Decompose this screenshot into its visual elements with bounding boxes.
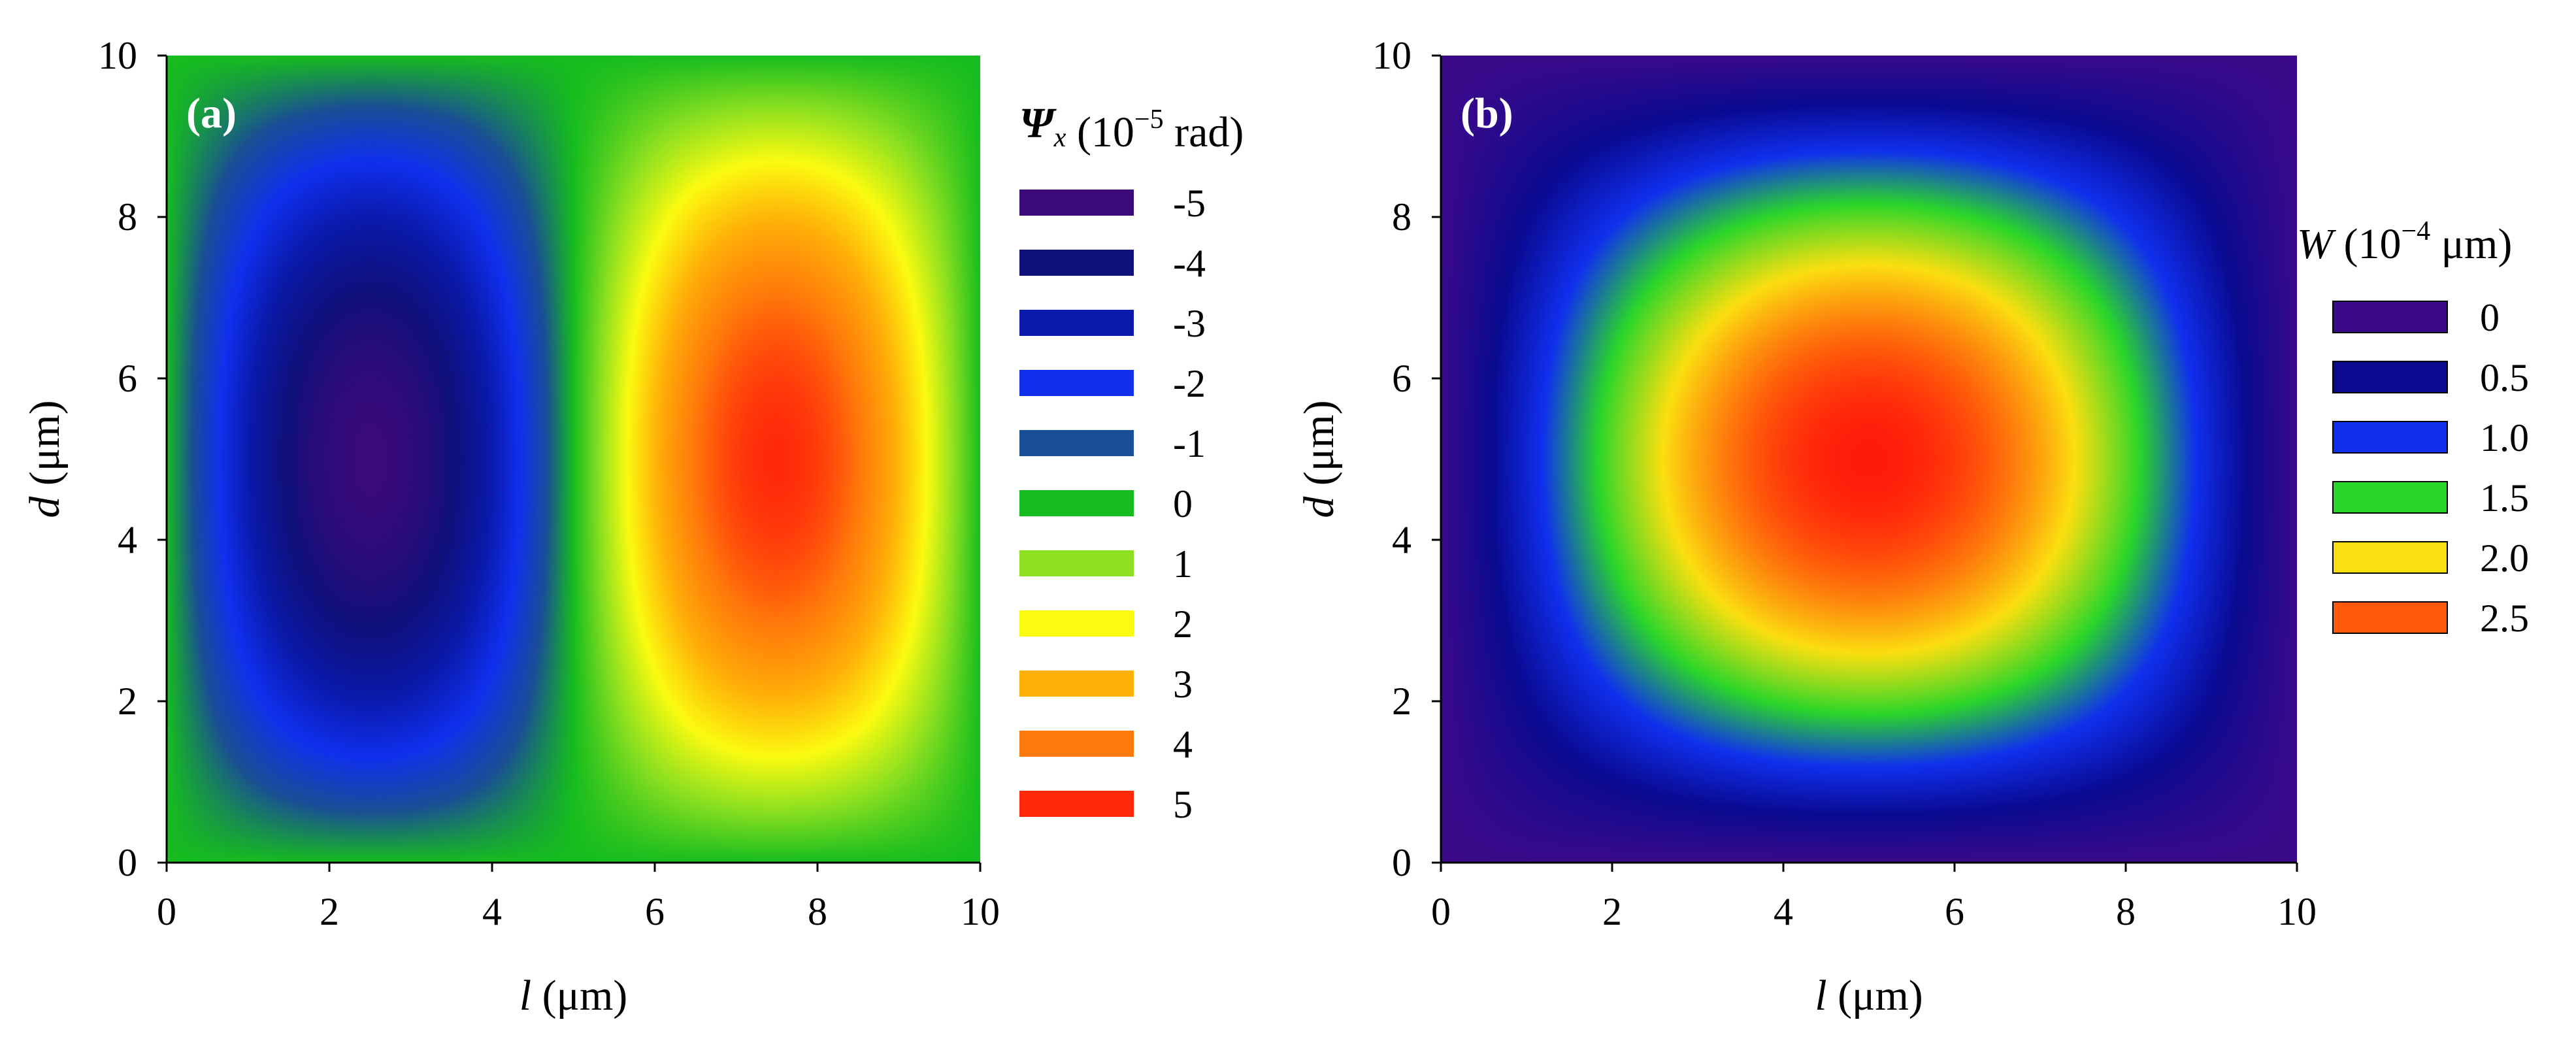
panel-label: (b): [1461, 90, 1513, 137]
legend-title: W (10−4 μm): [2297, 216, 2512, 268]
x-tick-label: 2: [1602, 890, 1622, 933]
y-tick-label: 0: [118, 841, 137, 884]
legend-label: 1: [1173, 542, 1193, 586]
legend-label: 0.5: [2480, 356, 2529, 399]
legend-label: -5: [1173, 182, 1206, 225]
legend-label: 5: [1173, 783, 1193, 826]
x-tick-label: 8: [808, 890, 827, 933]
legend-label: 2.0: [2480, 537, 2529, 580]
legend-swatch: [1019, 190, 1134, 216]
legend-label: -1: [1173, 422, 1206, 465]
legend-swatch: [1019, 550, 1134, 576]
y-tick-label: 8: [118, 195, 137, 239]
legend-swatch: [1019, 490, 1134, 516]
legend-label: 2.5: [2480, 597, 2529, 640]
y-tick-label: 8: [1392, 195, 1412, 239]
legend-swatch: [1019, 791, 1134, 817]
x-tick-label: 10: [2277, 890, 2317, 933]
y-tick-label: 4: [118, 518, 137, 561]
legend-label: 0: [1173, 482, 1193, 525]
x-tick-label: 10: [961, 890, 1000, 933]
heatmap-surface: [167, 56, 980, 863]
y-axis-title: d (μm): [21, 400, 69, 518]
legend-swatch: [2332, 481, 2448, 514]
y-tick-label: 2: [1392, 680, 1412, 723]
legend-label: -3: [1173, 302, 1206, 345]
legend-swatch: [2332, 601, 2448, 634]
x-tick-label: 4: [482, 890, 502, 933]
y-tick-label: 10: [98, 34, 137, 77]
legend-swatch: [2332, 361, 2448, 393]
legend-label: 1.5: [2480, 476, 2529, 520]
legend-label: 3: [1173, 663, 1193, 706]
x-tick-label: 0: [1431, 890, 1451, 933]
legend-title: Ψx (10−5 rad): [1019, 99, 1244, 156]
y-tick-label: 10: [1372, 34, 1412, 77]
y-axis-title: d (μm): [1295, 400, 1343, 518]
x-tick-label: 6: [1945, 890, 1964, 933]
legend-label: -2: [1173, 362, 1206, 405]
x-axis-title: l (μm): [1815, 972, 1923, 1019]
x-tick-label: 4: [1774, 890, 1793, 933]
legend-label: 2: [1173, 603, 1193, 646]
x-axis-title: l (μm): [520, 972, 628, 1019]
legend-swatch: [2332, 541, 2448, 574]
legend-swatch: [1019, 310, 1134, 336]
y-tick-label: 0: [1392, 841, 1412, 884]
legend-swatch: [1019, 430, 1134, 456]
panel-b: (b) 0 2 4 6 8 10 0 2 4 6 8 10 l (μm) d (μm) W (10−4 μm)…: [1295, 34, 2529, 1019]
legend-swatch: [1019, 731, 1134, 757]
legend-swatch: [2332, 301, 2448, 333]
heatmap-surface: [1441, 56, 2297, 863]
legend-swatch: [2332, 421, 2448, 454]
legend-label: 0: [2480, 296, 2500, 339]
y-tick-label: 6: [118, 357, 137, 400]
x-tick-label: 6: [645, 890, 665, 933]
y-tick-label: 6: [1392, 357, 1412, 400]
legend-swatch: [1019, 610, 1134, 637]
y-tick-label: 2: [118, 680, 137, 723]
x-tick-label: 0: [157, 890, 176, 933]
panel-label: (a): [186, 90, 237, 137]
legend-label: -4: [1173, 242, 1206, 285]
legend-swatch: [1019, 250, 1134, 276]
legend-label: 1.0: [2480, 416, 2529, 459]
x-tick-label: 2: [320, 890, 339, 933]
legend-swatch: [1019, 370, 1134, 396]
y-tick-label: 4: [1392, 518, 1412, 561]
legend-swatch: [1019, 671, 1134, 697]
x-tick-label: 8: [2116, 890, 2136, 933]
legend-label: 4: [1173, 723, 1193, 766]
